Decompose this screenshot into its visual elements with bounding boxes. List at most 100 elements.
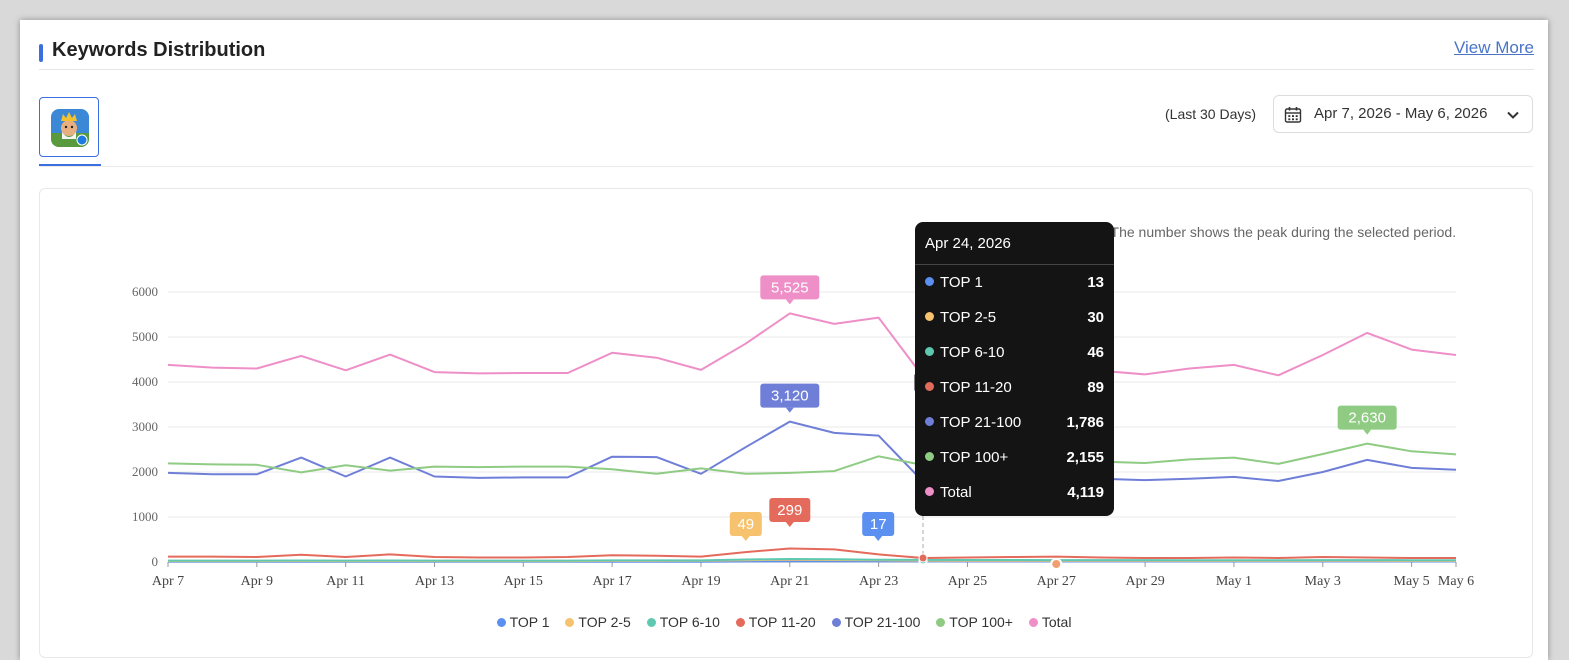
x-tick-label: Apr 11 [326, 574, 365, 589]
series-line-top-11-20 [168, 547, 1456, 559]
svg-text:3,120: 3,120 [771, 388, 809, 405]
svg-text:17: 17 [870, 516, 887, 533]
peak-label-top-11-20: 299 [769, 498, 811, 527]
tooltip-row-value: 4,119 [1067, 484, 1104, 501]
chevron-down-icon [1506, 108, 1520, 127]
app-tab[interactable] [39, 97, 99, 157]
tooltip-dot [925, 277, 934, 286]
y-tick-label: 6000 [132, 284, 158, 299]
tooltip-row-label: TOP 100+ [940, 449, 1009, 466]
svg-text:299: 299 [777, 502, 802, 519]
y-tick-label: 3000 [132, 419, 158, 434]
legend-item-top-100-plus[interactable]: TOP 100+ [936, 614, 1013, 630]
tabs-divider [39, 166, 1534, 167]
y-tick-label: 5000 [132, 329, 158, 344]
tooltip-divider [915, 264, 1114, 265]
tooltip-dot [925, 417, 934, 426]
legend-dot [496, 618, 506, 627]
tooltip-row-label: TOP 6-10 [940, 344, 1005, 361]
y-tick-label: 4000 [132, 374, 158, 389]
legend-item-top-2-5[interactable]: TOP 2-5 [565, 614, 631, 630]
legend-label: TOP 11-20 [748, 614, 816, 630]
peak-label-top-21-100: 3,120 [760, 383, 820, 413]
x-tick-label: May 6 [1438, 574, 1474, 589]
date-range-picker[interactable]: Apr 7, 2026 - May 6, 2026 [1273, 95, 1533, 133]
legend-label: TOP 2-5 [578, 614, 631, 630]
series-line-top-100- [167, 442, 1457, 475]
x-tick-label: Apr 21 [770, 574, 809, 589]
x-tick-label: Apr 17 [592, 574, 631, 589]
svg-text:5,525: 5,525 [771, 279, 809, 296]
card-title: Keywords Distribution [52, 39, 266, 61]
peak-label-top-100-: 2,630 [1337, 405, 1397, 435]
hover-point [918, 553, 928, 563]
x-tick-label: Apr 9 [241, 574, 273, 589]
legend-label: TOP 6-10 [659, 614, 720, 630]
line-chart: 0 1000 2000 3000 4000 5000 6000 Apr 7 Apr 9 Apr 1… [132, 275, 1474, 589]
tooltip-row: TOP 11-20 89 [925, 379, 1104, 399]
y-tick-label: 1000 [132, 509, 158, 524]
tooltip-row-value: 2,155 [1066, 449, 1104, 466]
legend-dot [565, 618, 575, 627]
tooltip-row: TOP 6-10 46 [925, 344, 1104, 364]
legend-dot [1028, 618, 1038, 627]
tooltip-row-label: TOP 21-100 [940, 414, 1022, 431]
tooltip-row: TOP 21-100 1,786 [925, 414, 1104, 434]
tooltip-dot [925, 382, 934, 391]
tooltip-row-value: 46 [1087, 344, 1104, 361]
tooltip-row-value: 13 [1087, 274, 1104, 291]
legend-label: Total [1041, 614, 1072, 630]
tab-active-underline [39, 164, 101, 166]
tooltip-dot [925, 347, 934, 356]
peak-label-total: 5,525 [760, 275, 820, 305]
legend-item-top-21-100[interactable]: TOP 21-100 [831, 614, 920, 630]
legend-label: TOP 100+ [949, 614, 1013, 630]
tooltip-row: TOP 2-5 30 [925, 309, 1104, 329]
x-tick-label: May 5 [1394, 574, 1430, 589]
x-tick-label: Apr 25 [948, 574, 987, 589]
series-line-top-6-10 [168, 558, 1456, 562]
x-tick-label: May 3 [1305, 574, 1341, 589]
x-tick-label: Apr 7 [152, 574, 184, 589]
legend-item-top-6-10[interactable]: TOP 6-10 [646, 614, 720, 630]
tooltip-row-label: Total [940, 484, 972, 501]
tooltip-row-value: 30 [1087, 309, 1104, 326]
peak-label-top-1: 17 [862, 512, 895, 541]
period-label: (Last 30 Days) [1165, 106, 1257, 122]
peak-label-top-2-5: 49 [729, 512, 762, 541]
x-tick-label: Apr 27 [1037, 574, 1076, 589]
keywords-distribution-card: Keywords Distribution View More (Last 30… [20, 20, 1548, 660]
x-tick-label: Apr 15 [504, 574, 543, 589]
tooltip-row: Total 4,119 [925, 484, 1104, 504]
tooltip-row-label: TOP 1 [940, 274, 983, 291]
legend-item-top-11-20[interactable]: TOP 11-20 [735, 614, 816, 630]
legend-item-top-1[interactable]: TOP 1 [496, 614, 550, 630]
x-tick-label: Apr 13 [415, 574, 454, 589]
tooltip-row-label: TOP 11-20 [940, 379, 1012, 396]
tooltip-dot [925, 487, 934, 496]
chart-tooltip: Apr 24, 2026 TOP 1 13 TOP 2-5 30 TOP 6-10 4… [915, 222, 1114, 516]
y-tick-label: 2000 [132, 464, 158, 479]
tooltip-dot [925, 452, 934, 461]
highlight-point [1050, 558, 1063, 570]
y-tick-label: 0 [152, 554, 159, 569]
x-tick-label: May 1 [1216, 574, 1252, 589]
tooltip-row-value: 89 [1087, 379, 1104, 396]
header-divider [39, 69, 1534, 70]
tooltip-date: Apr 24, 2026 [925, 235, 1011, 252]
x-tick-label: Apr 29 [1125, 574, 1164, 589]
legend-label: TOP 1 [509, 614, 550, 630]
view-more-link[interactable]: View More [1454, 38, 1534, 57]
legend-item-total[interactable]: Total [1028, 614, 1072, 630]
svg-text:2,630: 2,630 [1348, 410, 1386, 427]
legend-dot [646, 618, 656, 627]
calendar-icon [1284, 106, 1302, 129]
legend-dot [831, 618, 841, 627]
svg-text:49: 49 [737, 516, 754, 533]
tooltip-row-value: 1,786 [1066, 414, 1104, 431]
title-accent-bar [39, 44, 43, 62]
tooltip-dot [925, 312, 934, 321]
x-tick-label: Apr 23 [859, 574, 898, 589]
tooltip-row: TOP 1 13 [925, 274, 1104, 294]
peak-note: *Note: The number shows the peak during … [1068, 224, 1457, 240]
